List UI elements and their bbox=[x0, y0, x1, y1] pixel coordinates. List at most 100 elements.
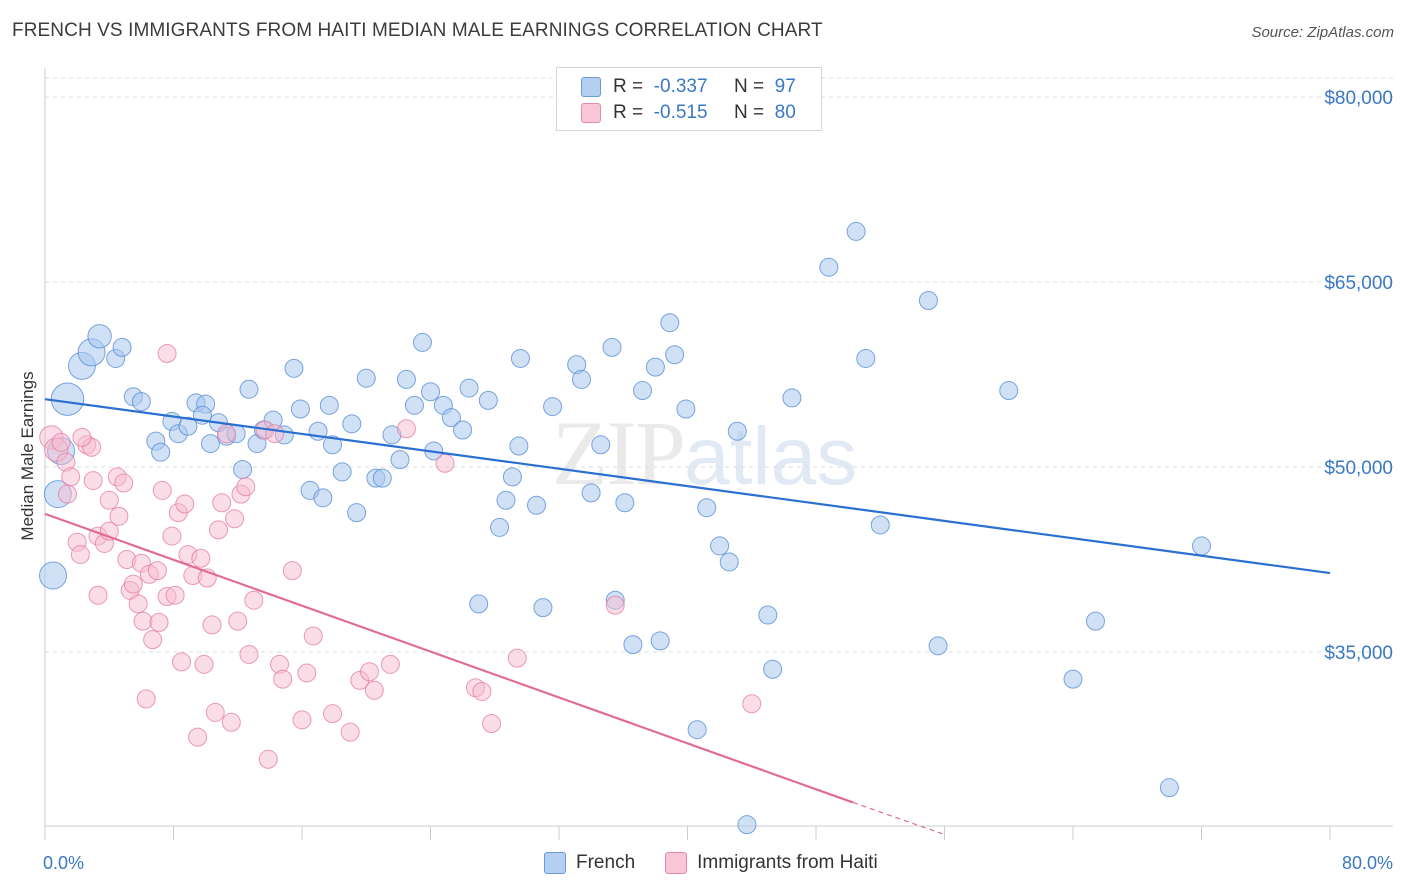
point-haiti bbox=[605, 595, 625, 615]
point-french bbox=[332, 462, 352, 482]
point-haiti bbox=[239, 644, 259, 664]
point-french bbox=[870, 515, 890, 535]
legend-r-label: R = bbox=[613, 76, 644, 97]
point-haiti bbox=[114, 473, 134, 493]
point-haiti bbox=[57, 484, 77, 504]
point-french bbox=[928, 636, 948, 656]
point-french bbox=[178, 416, 198, 436]
point-french bbox=[284, 358, 304, 378]
point-french bbox=[999, 381, 1019, 401]
point-haiti bbox=[61, 467, 81, 487]
point-french bbox=[645, 357, 665, 377]
point-haiti bbox=[225, 509, 245, 529]
point-french bbox=[404, 395, 424, 415]
trend-line-haiti-extension bbox=[852, 801, 945, 836]
legend-item-haiti: Immigrants from Haiti bbox=[665, 852, 878, 874]
legend-n-value: 97 bbox=[774, 76, 796, 97]
legend-row-french: R = -0.337 N = 97 bbox=[581, 74, 796, 100]
point-french bbox=[39, 561, 68, 590]
point-haiti bbox=[282, 561, 302, 581]
point-haiti bbox=[221, 712, 241, 732]
point-haiti bbox=[742, 694, 762, 714]
point-haiti bbox=[99, 490, 119, 510]
point-haiti bbox=[83, 471, 103, 491]
legend-label-haiti: Immigrants from Haiti bbox=[697, 852, 878, 873]
point-french bbox=[719, 552, 739, 572]
point-french bbox=[510, 348, 530, 368]
point-haiti bbox=[435, 453, 455, 473]
point-french bbox=[918, 291, 938, 310]
watermark-atlas: atlas bbox=[684, 411, 858, 502]
point-haiti bbox=[297, 663, 317, 683]
legend-label-french: French bbox=[576, 852, 636, 873]
point-haiti bbox=[149, 612, 169, 632]
point-haiti bbox=[165, 585, 185, 605]
point-french bbox=[290, 399, 310, 419]
point-french bbox=[412, 332, 432, 352]
series-french-points bbox=[39, 221, 1211, 835]
point-haiti bbox=[136, 689, 156, 709]
watermark-zip: ZIP bbox=[552, 402, 686, 504]
legend-r-label: R = bbox=[613, 102, 644, 123]
chart-title: FRENCH VS IMMIGRANTS FROM HAITI MEDIAN M… bbox=[12, 20, 823, 41]
point-haiti bbox=[109, 506, 129, 526]
point-haiti bbox=[364, 680, 384, 700]
legend-n-label: N = bbox=[733, 102, 765, 123]
point-haiti bbox=[72, 427, 92, 447]
point-french bbox=[390, 450, 410, 470]
point-french bbox=[615, 493, 635, 513]
trend-line-haiti bbox=[44, 512, 854, 804]
legend-n-value: 80 bbox=[774, 102, 796, 123]
point-french bbox=[509, 436, 529, 456]
axes bbox=[44, 68, 1393, 840]
point-french bbox=[313, 488, 333, 508]
point-french bbox=[323, 435, 343, 455]
point-french bbox=[650, 631, 670, 651]
point-french bbox=[396, 369, 416, 389]
legend-swatch-haiti bbox=[665, 852, 688, 874]
x-tick-label: 80.0% bbox=[1342, 853, 1393, 873]
point-french bbox=[676, 399, 696, 419]
trend-line-french bbox=[44, 398, 1331, 575]
point-haiti bbox=[303, 626, 323, 646]
legend-row-haiti: R = -0.515 N = 80 bbox=[581, 100, 796, 126]
point-haiti bbox=[172, 652, 192, 672]
point-haiti bbox=[482, 714, 502, 734]
legend-item-french: French bbox=[544, 852, 635, 874]
point-haiti bbox=[128, 594, 148, 614]
point-french bbox=[496, 490, 516, 510]
point-french bbox=[1159, 778, 1179, 798]
y-tick-label: $50,000 bbox=[1324, 458, 1393, 479]
y-tick-label: $35,000 bbox=[1324, 643, 1393, 664]
point-french bbox=[50, 382, 85, 416]
point-haiti bbox=[396, 419, 416, 439]
point-haiti bbox=[380, 654, 400, 674]
point-french bbox=[727, 421, 747, 441]
point-haiti bbox=[123, 574, 143, 594]
legend-swatch-french bbox=[581, 77, 601, 97]
point-french bbox=[478, 390, 498, 410]
point-haiti bbox=[212, 493, 232, 513]
point-french bbox=[1192, 536, 1211, 556]
point-french bbox=[819, 257, 839, 277]
point-french bbox=[591, 435, 611, 455]
legend-r-value: -0.337 bbox=[653, 76, 708, 97]
point-french bbox=[533, 598, 553, 618]
point-haiti bbox=[228, 611, 248, 631]
watermark: ZIPatlas bbox=[552, 400, 857, 506]
point-french bbox=[527, 495, 547, 515]
point-haiti bbox=[133, 611, 153, 631]
point-haiti bbox=[472, 681, 492, 701]
point-haiti bbox=[51, 432, 71, 452]
point-french bbox=[441, 408, 461, 428]
series-haiti-points bbox=[39, 344, 762, 769]
point-french bbox=[233, 459, 253, 479]
point-haiti bbox=[292, 710, 312, 730]
point-french bbox=[665, 345, 685, 365]
point-french bbox=[660, 313, 680, 333]
point-french bbox=[581, 483, 601, 503]
y-axis-label: Median Male Earnings bbox=[18, 371, 37, 540]
point-french bbox=[356, 368, 376, 388]
point-haiti bbox=[157, 344, 177, 364]
